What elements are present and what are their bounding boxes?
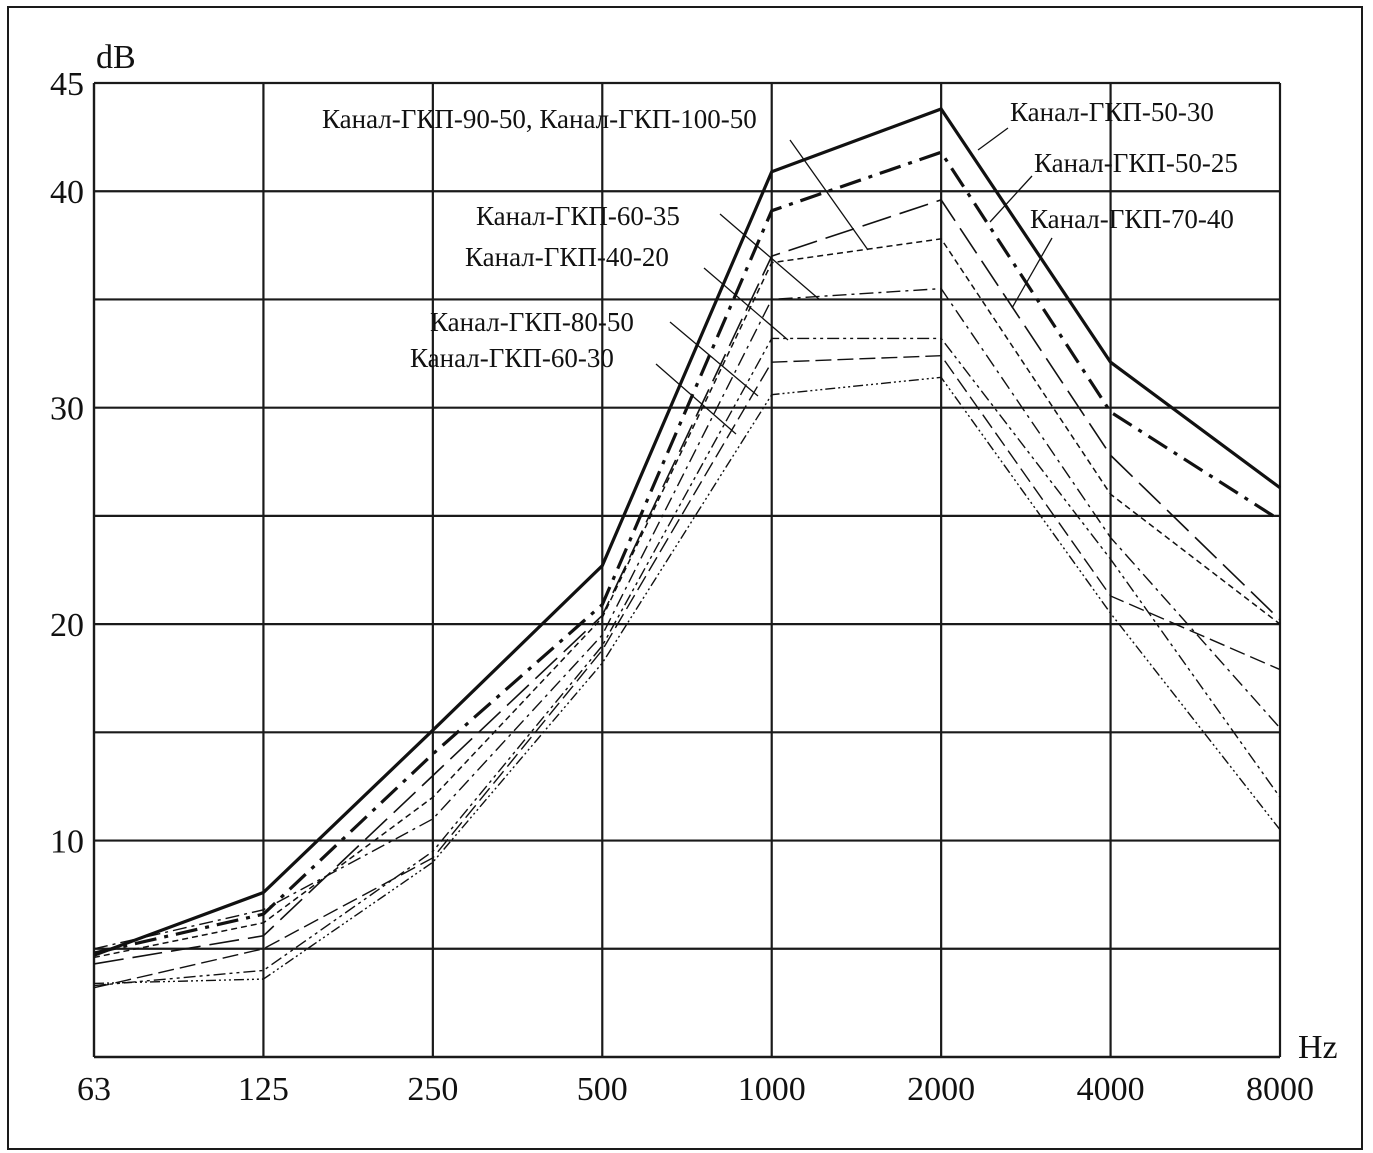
label-leaders (655, 127, 1053, 435)
series-annotation-label: Канал-ГКП-90-50, Канал-ГКП-100-50 (322, 104, 757, 134)
series-line-5 (93, 287, 1281, 950)
x-tick-label: 1000 (738, 1071, 806, 1108)
x-tick-label: 250 (407, 1071, 458, 1108)
annotation-leader-line (789, 139, 869, 251)
text-group: dB Hz 10 20 30 40 45 63 125 250 500 1000 2000 4000 8… (50, 39, 1338, 1108)
y-tick-label: 40 (50, 174, 84, 211)
x-tick-label: 500 (577, 1071, 628, 1108)
annotation-leader-line (669, 321, 759, 397)
y-tick-label: 20 (50, 607, 84, 644)
series-annotation-label: Канал-ГКП-80-50 (430, 307, 634, 337)
x-tick-label: 63 (77, 1071, 111, 1108)
series-annotation-label: Канал-ГКП-70-40 (1030, 204, 1234, 234)
series-line-4 (93, 238, 1281, 959)
x-tick-label: 2000 (907, 1071, 975, 1108)
annotation-leader-line (719, 213, 821, 301)
series-line-3 (93, 198, 1281, 965)
series-annotation-label: Канал-ГКП-40-20 (465, 242, 669, 272)
grid (92, 81, 1282, 1059)
annotation-leader-line (1011, 237, 1053, 309)
series-line-2 (93, 150, 1281, 955)
y-axis-label: dB (96, 39, 136, 76)
series-annotation-label: Канал-ГКП-60-35 (476, 201, 680, 231)
series-annotation-label: Канал-ГКП-60-30 (410, 343, 614, 373)
series-group (93, 107, 1281, 989)
chart-frame (7, 6, 1363, 1150)
series-annotation-label: Канал-ГКП-50-25 (1034, 148, 1238, 178)
series-line-6 (93, 337, 1281, 987)
x-tick-label: 4000 (1077, 1071, 1145, 1108)
x-tick-label: 125 (238, 1071, 289, 1108)
series-line-1 (93, 107, 1281, 957)
annotation-leader-line (655, 363, 737, 435)
annotation-leader-line (989, 175, 1033, 223)
annotation-leader-line (703, 267, 789, 341)
series-line-8 (93, 376, 1281, 985)
series-annotation-label: Канал-ГКП-50-30 (1010, 97, 1214, 127)
series-line-7 (93, 355, 1281, 989)
annotation-leader-line (977, 127, 1009, 151)
y-tick-label: 30 (50, 391, 84, 428)
y-tick-label: 10 (50, 824, 84, 861)
y-tick-label: 45 (50, 66, 84, 103)
x-axis-label: Hz (1298, 1029, 1338, 1066)
x-tick-label: 8000 (1246, 1071, 1314, 1108)
